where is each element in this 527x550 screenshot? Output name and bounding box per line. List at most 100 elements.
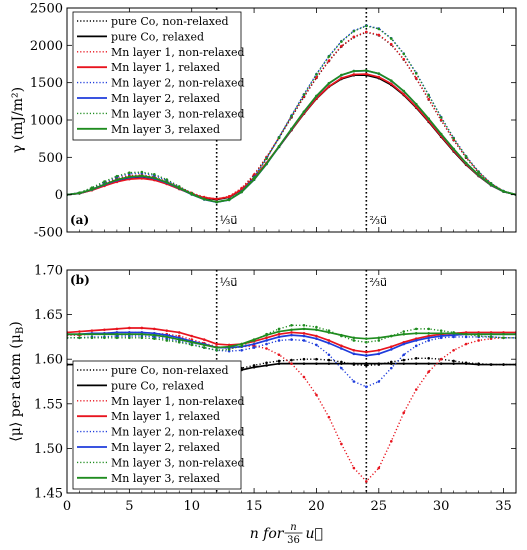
data-point [414,388,418,391]
data-point [340,442,343,446]
data-point [352,380,356,383]
x-tick-label: 30 [433,499,450,514]
data-point [439,357,443,361]
data-point [227,349,231,353]
data-point [327,55,331,58]
data-point [464,331,468,334]
data-point [402,342,406,346]
legend-entry-6: Mn layer 2, relaxed [111,441,220,454]
panel-b: ⅓u⃗ ⅔u⃗ 0 5 10 15 20 25 30 35 1.45 1.50 1.55 1.60 1.65… [8,264,517,546]
y-tick-label: 1.50 [34,442,63,457]
data-point [153,335,156,339]
data-point [128,175,131,179]
data-point [265,333,268,337]
data-point [215,342,218,346]
data-point [340,366,343,370]
data-point [277,327,281,331]
data-point [103,332,106,336]
series-group [67,24,516,204]
data-point [302,324,306,327]
data-point [177,331,181,334]
legend-box [72,11,242,141]
data-point [477,173,480,177]
data-point [365,72,368,76]
y-axis-label-main: ⟨μ⟩ per atom (μ [8,334,24,442]
data-point [227,195,231,199]
data-point [402,52,406,56]
data-point [302,357,306,361]
data-point [389,334,393,338]
legend-entry-7: Mn layer 3, non-relaxed [111,107,245,120]
data-point [153,173,156,176]
y-tick-label: 1000 [30,114,63,129]
data-point [327,85,331,88]
data-point [352,73,356,76]
data-point [90,332,94,336]
data-point [439,332,443,335]
data-point [315,334,318,338]
data-point [302,93,306,96]
data-point [477,339,480,342]
data-point [128,334,131,338]
data-point [302,339,306,342]
data-point [427,94,430,97]
data-point [389,82,393,86]
data-point [340,73,343,77]
data-point [227,345,231,349]
data-point [78,332,81,336]
data-point [340,362,343,365]
data-point [502,331,505,334]
data-point [427,362,430,365]
data-point [265,347,268,350]
data-point [140,336,144,340]
data-point [265,162,268,166]
data-point [290,358,293,362]
data-point [377,72,381,75]
data-point [402,340,406,344]
data-point [377,352,381,356]
data-point [327,59,331,62]
x-axis-label: n for n 36 u⃗ [250,522,323,546]
data-point [277,330,281,333]
data-point [414,332,418,335]
data-point [227,343,231,347]
data-point [315,94,318,98]
data-point [402,57,406,61]
data-point [252,178,256,181]
data-point [327,353,331,357]
legend-entry-1: pure Co, non-relaxed [111,15,229,28]
legend-entry-1: pure Co, non-relaxed [111,364,229,377]
data-point [389,79,393,82]
data-point [115,332,119,336]
data-point [177,336,181,340]
data-point [464,161,468,165]
data-point [327,329,331,332]
x-tick-label: 35 [495,499,512,514]
data-point [103,336,106,340]
data-point [252,338,256,341]
data-point [165,180,169,184]
data-point [240,344,243,348]
data-point [389,366,393,370]
data-point [502,332,505,336]
data-point [352,69,356,73]
data-point [177,334,181,338]
y-tick-label: 2500 [30,2,63,17]
data-point [277,144,281,148]
data-point [190,192,194,196]
data-point [153,337,156,340]
y-tick-label: 500 [38,151,63,166]
data-point [389,37,393,40]
data-point [477,363,480,366]
data-point [340,40,343,43]
data-point [252,365,256,369]
data-point [340,76,343,80]
data-point [365,480,368,483]
data-point [115,327,119,331]
data-point [290,338,293,341]
data-point [252,346,256,349]
data-point [240,342,243,346]
data-point [128,326,131,330]
x-axis-label-den: 36 [287,535,300,546]
data-point [265,364,268,367]
